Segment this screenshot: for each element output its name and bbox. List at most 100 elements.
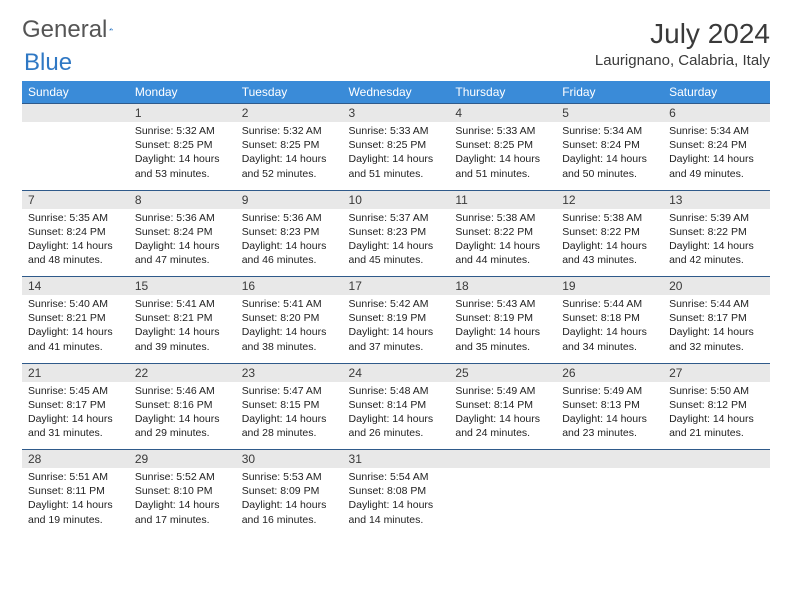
- daylight-line: Daylight: 14 hours and 24 minutes.: [455, 412, 550, 440]
- day-content-cell: Sunrise: 5:34 AMSunset: 8:24 PMDaylight:…: [556, 122, 663, 190]
- day-content-cell: Sunrise: 5:32 AMSunset: 8:25 PMDaylight:…: [129, 122, 236, 190]
- logo-text-blue: Blue: [24, 49, 72, 76]
- daylight-line: Daylight: 14 hours and 38 minutes.: [242, 325, 337, 353]
- day-number-cell: 25: [449, 363, 556, 382]
- day-header: Monday: [129, 81, 236, 104]
- day-number-cell: [22, 104, 129, 123]
- sunrise-line: Sunrise: 5:53 AM: [242, 470, 337, 484]
- sunrise-line: Sunrise: 5:49 AM: [562, 384, 657, 398]
- daylight-line: Daylight: 14 hours and 19 minutes.: [28, 498, 123, 526]
- sunset-line: Sunset: 8:25 PM: [455, 138, 550, 152]
- day-number-cell: 9: [236, 190, 343, 209]
- day-content-cell: Sunrise: 5:33 AMSunset: 8:25 PMDaylight:…: [343, 122, 450, 190]
- sunset-line: Sunset: 8:25 PM: [135, 138, 230, 152]
- sunset-line: Sunset: 8:13 PM: [562, 398, 657, 412]
- sunset-line: Sunset: 8:22 PM: [669, 225, 764, 239]
- day-content-cell: Sunrise: 5:53 AMSunset: 8:09 PMDaylight:…: [236, 468, 343, 536]
- sunset-line: Sunset: 8:22 PM: [562, 225, 657, 239]
- daylight-line: Daylight: 14 hours and 32 minutes.: [669, 325, 764, 353]
- sunrise-line: Sunrise: 5:36 AM: [242, 211, 337, 225]
- sunrise-line: Sunrise: 5:41 AM: [242, 297, 337, 311]
- daylight-line: Daylight: 14 hours and 46 minutes.: [242, 239, 337, 267]
- sunset-line: Sunset: 8:22 PM: [455, 225, 550, 239]
- day-content-cell: Sunrise: 5:32 AMSunset: 8:25 PMDaylight:…: [236, 122, 343, 190]
- sunset-line: Sunset: 8:17 PM: [28, 398, 123, 412]
- sunrise-line: Sunrise: 5:39 AM: [669, 211, 764, 225]
- sunset-line: Sunset: 8:16 PM: [135, 398, 230, 412]
- sunset-line: Sunset: 8:14 PM: [455, 398, 550, 412]
- day-number-row: 28293031: [22, 450, 770, 469]
- day-header: Tuesday: [236, 81, 343, 104]
- sunrise-line: Sunrise: 5:43 AM: [455, 297, 550, 311]
- day-number-cell: 10: [343, 190, 450, 209]
- sunrise-line: Sunrise: 5:32 AM: [242, 124, 337, 138]
- day-number-row: 123456: [22, 104, 770, 123]
- day-content-cell: Sunrise: 5:41 AMSunset: 8:20 PMDaylight:…: [236, 295, 343, 363]
- daylight-line: Daylight: 14 hours and 39 minutes.: [135, 325, 230, 353]
- day-number-cell: 23: [236, 363, 343, 382]
- daylight-line: Daylight: 14 hours and 51 minutes.: [455, 152, 550, 180]
- day-header: Thursday: [449, 81, 556, 104]
- day-content-cell: [663, 468, 770, 536]
- day-number-cell: 13: [663, 190, 770, 209]
- daylight-line: Daylight: 14 hours and 49 minutes.: [669, 152, 764, 180]
- sunrise-line: Sunrise: 5:41 AM: [135, 297, 230, 311]
- logo: General: [22, 18, 135, 42]
- day-content-row: Sunrise: 5:35 AMSunset: 8:24 PMDaylight:…: [22, 209, 770, 277]
- sunset-line: Sunset: 8:24 PM: [28, 225, 123, 239]
- sunrise-line: Sunrise: 5:40 AM: [28, 297, 123, 311]
- daylight-line: Daylight: 14 hours and 47 minutes.: [135, 239, 230, 267]
- sunset-line: Sunset: 8:11 PM: [28, 484, 123, 498]
- day-number-cell: 12: [556, 190, 663, 209]
- sunset-line: Sunset: 8:19 PM: [455, 311, 550, 325]
- day-number-cell: 2: [236, 104, 343, 123]
- daylight-line: Daylight: 14 hours and 21 minutes.: [669, 412, 764, 440]
- day-content-cell: Sunrise: 5:44 AMSunset: 8:18 PMDaylight:…: [556, 295, 663, 363]
- sunrise-line: Sunrise: 5:36 AM: [135, 211, 230, 225]
- daylight-line: Daylight: 14 hours and 16 minutes.: [242, 498, 337, 526]
- day-content-cell: Sunrise: 5:48 AMSunset: 8:14 PMDaylight:…: [343, 382, 450, 450]
- day-number-cell: 30: [236, 450, 343, 469]
- day-content-cell: [22, 122, 129, 190]
- day-content-cell: Sunrise: 5:38 AMSunset: 8:22 PMDaylight:…: [449, 209, 556, 277]
- day-number-cell: 11: [449, 190, 556, 209]
- day-content-cell: Sunrise: 5:45 AMSunset: 8:17 PMDaylight:…: [22, 382, 129, 450]
- sunrise-line: Sunrise: 5:38 AM: [562, 211, 657, 225]
- sunset-line: Sunset: 8:12 PM: [669, 398, 764, 412]
- day-number-cell: 28: [22, 450, 129, 469]
- day-number-cell: 16: [236, 277, 343, 296]
- daylight-line: Daylight: 14 hours and 35 minutes.: [455, 325, 550, 353]
- sunset-line: Sunset: 8:25 PM: [349, 138, 444, 152]
- sunrise-line: Sunrise: 5:38 AM: [455, 211, 550, 225]
- day-content-cell: Sunrise: 5:42 AMSunset: 8:19 PMDaylight:…: [343, 295, 450, 363]
- sunrise-line: Sunrise: 5:49 AM: [455, 384, 550, 398]
- day-number-cell: 15: [129, 277, 236, 296]
- day-number-cell: 8: [129, 190, 236, 209]
- sunrise-line: Sunrise: 5:33 AM: [349, 124, 444, 138]
- day-content-cell: [449, 468, 556, 536]
- day-content-cell: Sunrise: 5:41 AMSunset: 8:21 PMDaylight:…: [129, 295, 236, 363]
- day-content-cell: Sunrise: 5:51 AMSunset: 8:11 PMDaylight:…: [22, 468, 129, 536]
- sunset-line: Sunset: 8:24 PM: [135, 225, 230, 239]
- day-number-cell: 31: [343, 450, 450, 469]
- sunset-line: Sunset: 8:19 PM: [349, 311, 444, 325]
- day-number-cell: 17: [343, 277, 450, 296]
- sunrise-line: Sunrise: 5:33 AM: [455, 124, 550, 138]
- sunset-line: Sunset: 8:15 PM: [242, 398, 337, 412]
- day-content-cell: Sunrise: 5:38 AMSunset: 8:22 PMDaylight:…: [556, 209, 663, 277]
- day-number-cell: 22: [129, 363, 236, 382]
- day-content-cell: Sunrise: 5:36 AMSunset: 8:24 PMDaylight:…: [129, 209, 236, 277]
- daylight-line: Daylight: 14 hours and 42 minutes.: [669, 239, 764, 267]
- day-content-row: Sunrise: 5:32 AMSunset: 8:25 PMDaylight:…: [22, 122, 770, 190]
- day-content-cell: [556, 468, 663, 536]
- daylight-line: Daylight: 14 hours and 52 minutes.: [242, 152, 337, 180]
- day-header: Wednesday: [343, 81, 450, 104]
- day-number-cell: [556, 450, 663, 469]
- sunrise-line: Sunrise: 5:48 AM: [349, 384, 444, 398]
- day-header-row: Sunday Monday Tuesday Wednesday Thursday…: [22, 81, 770, 104]
- sunset-line: Sunset: 8:18 PM: [562, 311, 657, 325]
- day-number-row: 21222324252627: [22, 363, 770, 382]
- daylight-line: Daylight: 14 hours and 43 minutes.: [562, 239, 657, 267]
- day-content-row: Sunrise: 5:51 AMSunset: 8:11 PMDaylight:…: [22, 468, 770, 536]
- day-content-cell: Sunrise: 5:37 AMSunset: 8:23 PMDaylight:…: [343, 209, 450, 277]
